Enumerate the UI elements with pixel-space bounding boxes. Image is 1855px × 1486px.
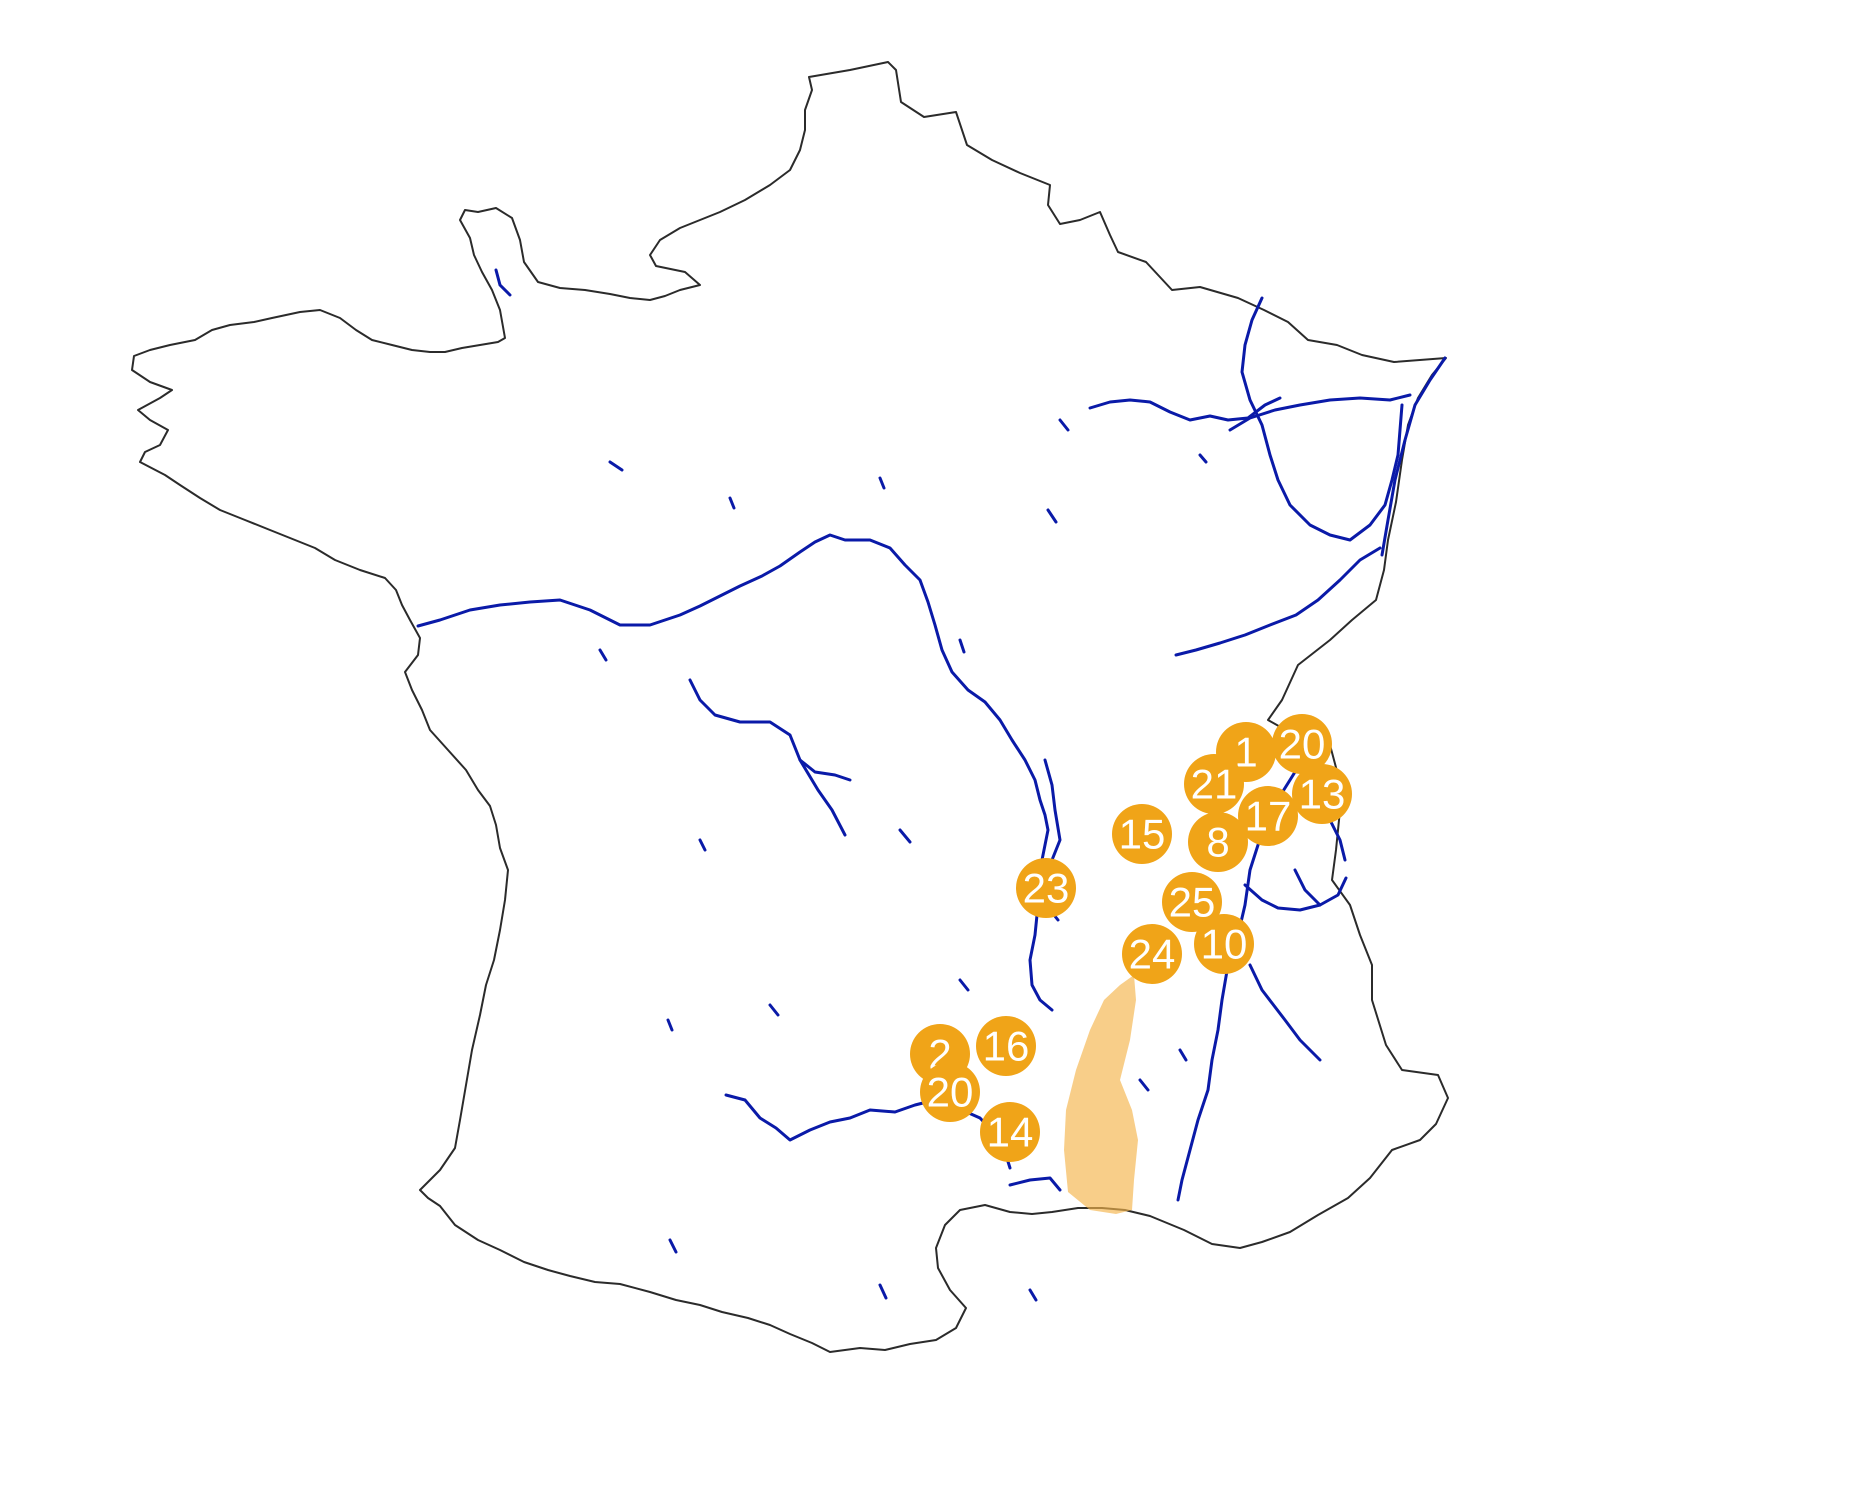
river-isere — [1243, 876, 1348, 912]
marker-label: 21 — [1191, 761, 1238, 808]
river-fragment — [698, 838, 707, 852]
river-fragment — [1138, 1078, 1150, 1092]
river-loire — [416, 533, 1054, 1012]
map-marker[interactable]: 15 — [1112, 804, 1172, 864]
river-saone — [1174, 546, 1382, 657]
map-marker[interactable]: 21 — [1184, 754, 1244, 814]
river-durance — [1248, 963, 1322, 1062]
river-vienne — [798, 758, 847, 837]
map-marker[interactable]: 14 — [980, 1102, 1040, 1162]
marker-label: 10 — [1201, 921, 1248, 968]
river-fragment — [494, 268, 512, 297]
river-fragment — [666, 1018, 674, 1032]
marker-label: 25 — [1169, 879, 1216, 926]
marker-label: 16 — [983, 1023, 1030, 1070]
river-fragment — [1046, 508, 1058, 524]
river-garonne — [724, 1090, 957, 1142]
marker-circle — [1292, 764, 1352, 824]
marker-label: 14 — [987, 1109, 1034, 1156]
river-fragment — [728, 496, 736, 510]
river-moselle — [1240, 296, 1404, 542]
marker-label: 20 — [1279, 721, 1326, 768]
river-fragments — [494, 268, 1208, 1302]
river-fragment — [668, 1238, 678, 1254]
river-fragment — [958, 638, 966, 654]
river-fragment — [598, 648, 608, 662]
river-fragment — [1198, 453, 1208, 464]
map-marker[interactable]: 20 — [1272, 714, 1332, 774]
marker-label: 15 — [1119, 811, 1166, 858]
river-fragment — [608, 460, 624, 472]
marker-label: 20 — [927, 1069, 974, 1116]
river-fragment — [898, 828, 912, 844]
marker-circle — [980, 1102, 1040, 1162]
marker-circle — [1016, 858, 1076, 918]
marker-label: 24 — [1129, 931, 1176, 978]
river-alpine-a — [1293, 868, 1322, 907]
map-marker[interactable]: 23 — [1016, 858, 1076, 918]
marker-circle — [1238, 786, 1298, 846]
marker-circle — [920, 1062, 980, 1122]
map-marker[interactable]: 25 — [1162, 872, 1222, 932]
highlighted-region — [1064, 975, 1138, 1214]
river-fragment — [878, 1283, 888, 1300]
map-marker[interactable]: 13 — [1292, 764, 1352, 824]
marker-label: 17 — [1245, 793, 1292, 840]
map-marker[interactable]: 20 — [920, 1062, 980, 1122]
river-fragment — [1178, 1048, 1188, 1062]
river-alpine-b — [1328, 818, 1347, 862]
river-fragment — [768, 1003, 780, 1017]
marker-circle — [1122, 924, 1182, 984]
river-fragment — [1058, 418, 1070, 432]
marker-circle — [1184, 754, 1244, 814]
river-cher — [688, 678, 852, 782]
map-marker[interactable]: 24 — [1122, 924, 1182, 984]
marker-label: 8 — [1206, 819, 1229, 866]
marker-label: 13 — [1299, 771, 1346, 818]
river-rhone-delta — [1008, 1176, 1062, 1192]
map-marker[interactable]: 17 — [1238, 786, 1298, 846]
marker-circle — [1272, 714, 1332, 774]
marker-label: 23 — [1023, 865, 1070, 912]
map-marker[interactable]: 16 — [976, 1016, 1036, 1076]
river-seine — [1088, 396, 1282, 422]
river-rhine — [1380, 356, 1447, 557]
marker-circle — [1162, 872, 1222, 932]
map-marker[interactable]: 8 — [1188, 812, 1248, 872]
france-outline — [131, 61, 1449, 1353]
marker-circle — [976, 1016, 1036, 1076]
river-fragment — [1028, 1288, 1038, 1302]
marker-circle — [1112, 804, 1172, 864]
map-marker[interactable]: 10 — [1194, 914, 1254, 974]
river-fragment — [958, 978, 970, 992]
marker-circle — [1188, 812, 1248, 872]
river-fragment — [878, 476, 886, 490]
river-meuse — [1228, 393, 1412, 432]
marker-label: 1 — [1234, 729, 1257, 776]
marker-circle — [1194, 914, 1254, 974]
